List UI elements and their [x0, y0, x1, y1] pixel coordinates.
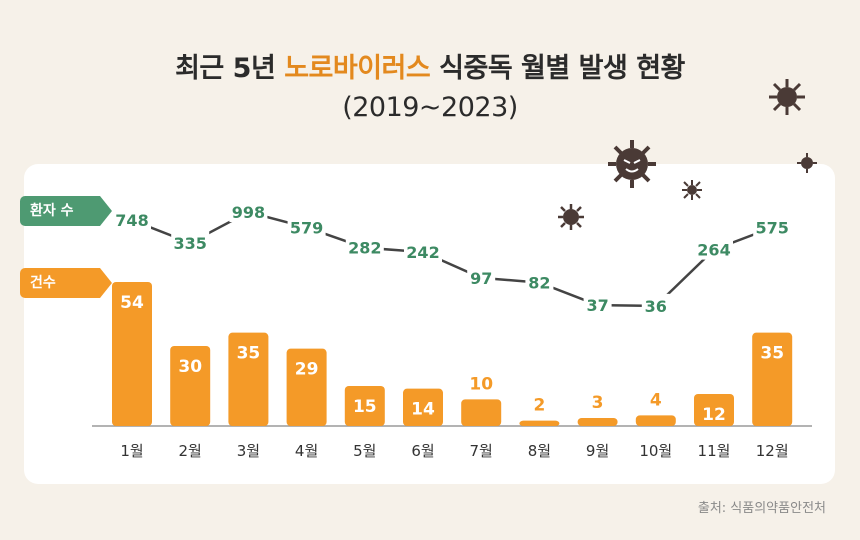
- x-tick-label: 3월: [237, 442, 260, 460]
- point-value-label: 37: [586, 296, 608, 315]
- chart-title: 최근 5년 노로바이러스 식중독 월별 발생 현황: [175, 53, 685, 84]
- title-highlight: 노로바이러스: [284, 53, 431, 84]
- bar-value-label: 4: [650, 390, 662, 410]
- point-value-label: 242: [406, 243, 439, 262]
- virus-icon: [769, 79, 805, 115]
- point-label-bg: [695, 237, 733, 260]
- chart-card: [24, 164, 835, 484]
- point-value-label: 335: [173, 234, 206, 253]
- point-label-bg: [287, 215, 326, 238]
- bar: [635, 415, 676, 426]
- point-label-bg: [467, 265, 496, 288]
- point-label-bg: [113, 208, 151, 231]
- legend-cases-tag: 건수: [20, 268, 112, 298]
- bar: [461, 399, 502, 426]
- bar-value-label: 15: [353, 397, 377, 417]
- bar-value-label: 35: [760, 344, 784, 364]
- point-label-bg: [171, 230, 210, 253]
- virus-icon: [682, 180, 702, 200]
- point-value-label: 282: [348, 239, 381, 258]
- bar: [112, 282, 152, 426]
- point-value-label: 748: [115, 211, 148, 230]
- point-value-label: 264: [697, 241, 730, 260]
- bar-value-label: 3: [592, 393, 604, 413]
- x-tick-label: 2월: [179, 442, 202, 460]
- bar-value-label: 2: [533, 396, 545, 416]
- x-tick-label: 8월: [528, 442, 551, 460]
- point-value-label: 579: [290, 218, 323, 237]
- x-tick-label: 7월: [470, 442, 493, 460]
- point-label-bg: [583, 293, 612, 316]
- bar: [344, 386, 385, 426]
- patients-line: [131, 210, 773, 308]
- point-value-label: 97: [470, 269, 492, 288]
- x-tick-label: 10월: [639, 442, 672, 460]
- point-label-bg: [753, 215, 792, 238]
- bar: [403, 388, 443, 426]
- point-label-bg: [404, 240, 442, 263]
- source-note: 출처: 식품의약품안전처: [697, 501, 826, 516]
- bar-value-label: 54: [120, 293, 144, 313]
- point-label-bg: [229, 200, 268, 223]
- bar: [577, 418, 618, 426]
- x-tick-label: 11월: [698, 442, 731, 460]
- bar: [170, 346, 211, 426]
- bar-value-label: 14: [411, 400, 435, 420]
- x-tick-label: 9월: [586, 442, 609, 460]
- virus-icon: [558, 204, 584, 230]
- bar: [752, 332, 793, 426]
- x-tick-label: 12월: [756, 442, 789, 460]
- point-label-bg: [525, 270, 554, 293]
- bar: [519, 420, 560, 426]
- x-tick-label: 1월: [120, 442, 143, 460]
- point-label-bg: [641, 293, 670, 316]
- bar-value-label: 30: [178, 357, 202, 377]
- bar-value-label: 12: [702, 405, 726, 425]
- virus-icon: [608, 140, 656, 188]
- bar-value-label: 29: [295, 360, 319, 380]
- point-value-label: 998: [232, 203, 265, 222]
- bar: [228, 332, 269, 426]
- x-tick-label: 6월: [411, 442, 434, 460]
- virus-icon: [797, 153, 817, 173]
- point-value-label: 82: [528, 274, 550, 293]
- legend-patients-tag: 환자 수: [20, 196, 112, 226]
- point-value-label: 575: [755, 219, 788, 238]
- point-label-bg: [345, 235, 384, 258]
- bar-value-label: 35: [237, 344, 261, 364]
- bar: [286, 348, 327, 426]
- bar: [694, 394, 734, 426]
- point-value-label: 36: [645, 297, 667, 316]
- x-tick-label: 5월: [353, 442, 376, 460]
- bar-value-label: 10: [469, 374, 493, 394]
- x-tick-label: 4월: [295, 442, 318, 460]
- chart-subtitle: (2019~2023): [342, 92, 518, 123]
